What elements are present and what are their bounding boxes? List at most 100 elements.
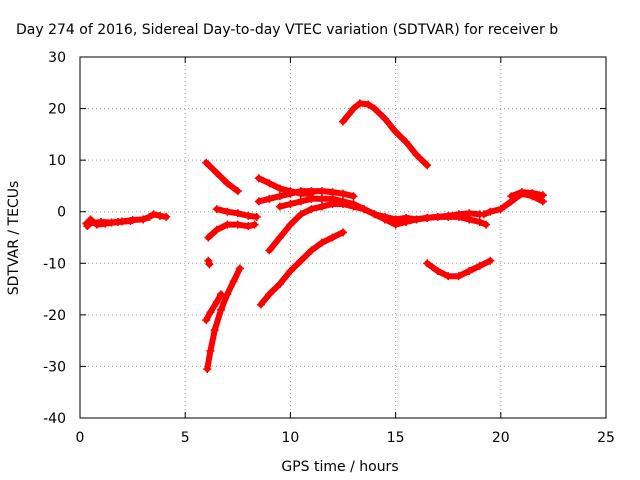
data-point (149, 210, 158, 219)
data-point (275, 192, 284, 201)
grid (80, 57, 606, 418)
data-point (155, 211, 164, 220)
data-point (265, 194, 274, 203)
data-point (339, 189, 347, 198)
data-series (507, 188, 547, 201)
data-point (265, 246, 274, 255)
data-point (235, 264, 244, 273)
data-point (296, 187, 305, 196)
data-point (465, 267, 474, 276)
data-point (244, 222, 253, 231)
y-tick-label: -20 (43, 308, 66, 324)
data-point (286, 267, 295, 276)
data-point (349, 104, 358, 113)
x-tick-label: 20 (492, 430, 510, 446)
data-point (233, 187, 242, 196)
data-point (339, 199, 347, 208)
series-line (204, 265, 243, 372)
data-point (204, 233, 213, 242)
data-point (139, 215, 148, 224)
data-point (86, 215, 95, 224)
y-tick-label: 10 (48, 153, 66, 169)
data-point (317, 202, 326, 211)
data-point (212, 297, 221, 306)
data-series (256, 228, 347, 309)
data-point (433, 267, 442, 276)
data-point (202, 158, 211, 167)
data-point (254, 174, 263, 183)
data-point (223, 290, 232, 299)
data-point (296, 197, 305, 206)
data-point (113, 218, 122, 227)
data-point (83, 222, 92, 231)
data-point (275, 202, 284, 211)
data-point (286, 189, 295, 198)
data-point (223, 179, 232, 188)
data-point (223, 207, 232, 216)
data-point (475, 218, 484, 227)
data-point (233, 209, 242, 218)
series-line (255, 188, 357, 205)
data-point (286, 220, 295, 229)
data-point (465, 209, 474, 218)
data-point (528, 189, 537, 198)
data-point (233, 220, 242, 229)
data-point (507, 192, 516, 201)
y-tick-label: 30 (48, 50, 66, 66)
data-series (254, 187, 358, 206)
data-point (433, 212, 442, 221)
data-point (479, 210, 488, 219)
data-point (349, 192, 358, 201)
data-series (381, 209, 484, 224)
x-axis-label: GPS time / hours (281, 459, 398, 475)
data-point (402, 213, 411, 222)
data-series (204, 220, 259, 242)
data-point (286, 199, 295, 208)
data-point (412, 150, 421, 159)
data-point (223, 220, 232, 229)
data-point (381, 114, 390, 123)
data-point (307, 205, 316, 214)
data-point (202, 316, 211, 325)
data-point (444, 211, 453, 220)
data-point (360, 205, 369, 214)
data-point (203, 365, 212, 374)
data-point (212, 225, 221, 234)
data-point (275, 184, 284, 193)
data-point (229, 277, 238, 286)
data-point (328, 199, 337, 208)
data-point (391, 127, 400, 136)
data-point (391, 215, 400, 224)
x-tick-label: 25 (597, 430, 615, 446)
x-tick-label: 15 (387, 430, 405, 446)
data-point (317, 194, 326, 203)
x-tick-label: 5 (181, 430, 190, 446)
data-point (296, 210, 305, 219)
data-point (92, 220, 101, 229)
series-line (203, 159, 241, 195)
data-point (307, 246, 316, 255)
data-point (423, 259, 432, 268)
axis-ticks: 0 5 10 15 20 25 -40 -30 -20 -10 0 10 20 30 (43, 50, 615, 446)
data-point (275, 233, 284, 242)
data-point (205, 260, 214, 269)
y-axis-label: SDTVAR / TECUs (6, 181, 22, 296)
data-point (355, 99, 364, 108)
data-series (203, 264, 244, 374)
data-point (412, 215, 421, 224)
data-point (370, 210, 379, 219)
data-point (328, 188, 337, 197)
series-line (340, 100, 431, 169)
data-point (307, 187, 316, 196)
data-point (317, 187, 326, 196)
data-series (83, 215, 135, 231)
data-point (454, 272, 463, 281)
data-point (204, 256, 213, 265)
data-point (339, 117, 347, 126)
chart-title: Day 274 of 2016, Sidereal Day-to-day VTE… (16, 22, 558, 38)
data-point (317, 238, 326, 247)
data-point (475, 261, 484, 270)
y-tick-label: -30 (43, 359, 66, 375)
data-point (349, 202, 358, 211)
